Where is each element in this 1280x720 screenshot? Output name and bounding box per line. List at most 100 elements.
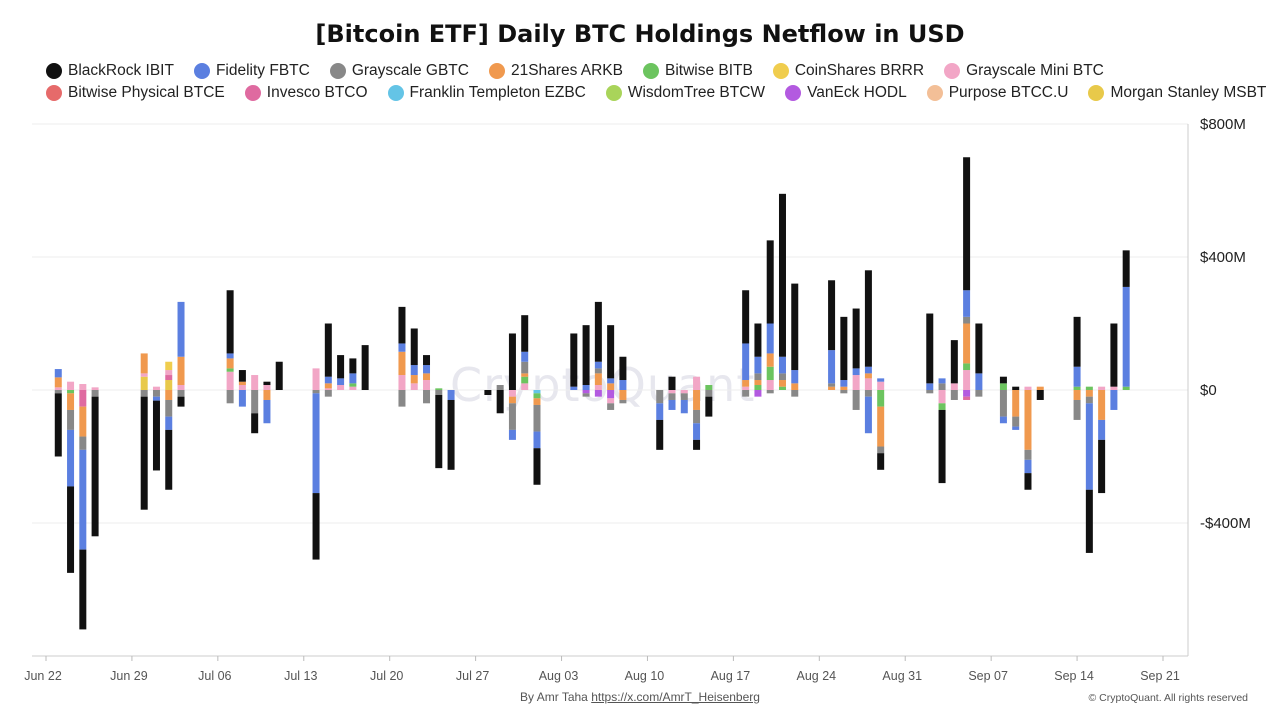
bar-segment: [226, 390, 234, 404]
bar-segment: [435, 394, 443, 469]
bar-segment: [852, 368, 860, 376]
bar-segment: [484, 390, 492, 395]
bar-segment: [926, 390, 934, 394]
author-link[interactable]: https://x.com/AmrT_Heisenberg: [591, 690, 760, 704]
x-tick-label: Sep 21: [1140, 669, 1180, 683]
bar-segment: [950, 383, 958, 390]
bar-segment: [1073, 386, 1081, 390]
legend-item[interactable]: Bitwise Physical BTCE: [46, 84, 225, 102]
bar-segment: [349, 373, 357, 384]
bar-segment: [423, 380, 431, 390]
legend-item[interactable]: Invesco BTCO: [244, 84, 368, 102]
bar-segment: [680, 399, 688, 414]
bar-segment: [533, 404, 541, 432]
bar-segment: [67, 393, 75, 410]
legend-item[interactable]: BlackRock IBIT: [46, 62, 174, 80]
bar-segment: [742, 386, 750, 390]
bar-segment: [324, 383, 332, 389]
x-tick-label: Aug 24: [796, 669, 836, 683]
legend-label: CoinShares BRRR: [794, 62, 925, 79]
legend-row-2: Bitwise Physical BTCE Invesco BTCO Frankli…: [46, 84, 1280, 102]
bar-segment: [852, 390, 860, 410]
legend-item[interactable]: Grayscale Mini BTC: [944, 62, 1104, 80]
chart-title: [Bitcoin ETF] Daily BTC Holdings Netflow…: [315, 20, 965, 48]
bar-segment: [607, 378, 615, 384]
bar-segment: [877, 378, 885, 382]
bar-segment: [999, 376, 1007, 384]
bar-segment: [828, 280, 836, 351]
legend-item[interactable]: Morgan Stanley MSBT: [1088, 84, 1266, 102]
legend-label: Grayscale GBTC: [351, 62, 469, 79]
bar-segment: [1085, 403, 1093, 490]
bar-segment: [67, 381, 75, 390]
bar-segment: [963, 396, 971, 400]
bar-segment: [582, 390, 590, 394]
bar-segment: [177, 390, 185, 397]
x-tick-label: Aug 31: [882, 669, 922, 683]
bar-segment: [963, 363, 971, 371]
bar-segment: [864, 396, 872, 434]
legend-item[interactable]: VanEck HODL: [785, 84, 907, 102]
bar-segment: [324, 376, 332, 384]
bar-segment: [533, 393, 541, 399]
bar-segment: [165, 380, 173, 390]
bar-segment: [1122, 386, 1130, 390]
legend-label: 21Shares ARKB: [510, 62, 623, 79]
bar-segment: [926, 383, 934, 390]
bar-segment: [1024, 386, 1032, 390]
legend-item[interactable]: Purpose BTCC.U: [926, 84, 1068, 102]
author-name: By Amr Taha: [520, 690, 588, 704]
bar-segment: [656, 419, 664, 450]
bar-segment: [938, 409, 946, 484]
legend-item[interactable]: Fidelity FBTC: [193, 62, 310, 80]
bar-segment: [263, 381, 271, 386]
bar-segment: [1036, 386, 1044, 390]
bar-segment: [226, 358, 234, 369]
bar-segment: [852, 375, 860, 390]
legend-item[interactable]: Bitwise BITB: [642, 62, 753, 80]
bar-segment: [521, 373, 529, 377]
bar-segment: [693, 390, 701, 410]
legend-label: BlackRock IBIT: [68, 62, 174, 79]
bar-segment: [1024, 449, 1032, 460]
x-tick-label: Jul 27: [456, 669, 489, 683]
bar-segment: [840, 390, 848, 394]
bar-segment: [840, 386, 848, 390]
bar-segment: [312, 493, 320, 560]
bar-segment: [791, 390, 799, 397]
bar-segment: [435, 390, 443, 395]
bar-segment: [251, 390, 259, 414]
legend-item[interactable]: CoinShares BRRR: [772, 62, 925, 80]
bar-segment: [238, 381, 246, 386]
legend-label: Morgan Stanley MSBT: [1110, 84, 1267, 101]
bar-segment: [754, 373, 762, 381]
legend-swatch: [46, 85, 62, 101]
bar-segment: [410, 365, 418, 376]
x-tick-label: Aug 10: [625, 669, 665, 683]
bar-segment: [349, 386, 357, 390]
legend-label: Bitwise Physical BTCE: [68, 84, 225, 101]
legend-swatch: [785, 85, 802, 101]
bar-segment: [1098, 439, 1106, 494]
bar-segment: [79, 384, 87, 390]
bar-segment: [165, 390, 173, 400]
bar-segment: [594, 301, 602, 362]
legend-item[interactable]: WisdomTree BTCW: [605, 84, 765, 102]
bar-segment: [693, 409, 701, 424]
bar-segment: [410, 383, 418, 390]
bar-segment: [312, 393, 320, 494]
bar-segment: [766, 366, 774, 381]
bar-segment: [754, 323, 762, 357]
bar-segment: [1012, 416, 1020, 427]
bar-segment: [754, 390, 762, 397]
bar-segment: [668, 376, 676, 390]
legend-item[interactable]: 21Shares ARKB: [488, 62, 623, 80]
legend-label: Franklin Templeton EZBC: [409, 84, 586, 101]
bar-segment: [423, 365, 431, 374]
legend-item[interactable]: Grayscale GBTC: [329, 62, 469, 80]
bar-segment: [398, 390, 406, 407]
bar-segment: [1098, 419, 1106, 440]
bar-segment: [950, 340, 958, 384]
legend-item[interactable]: Franklin Templeton EZBC: [387, 84, 586, 102]
bar-segment: [165, 370, 173, 376]
